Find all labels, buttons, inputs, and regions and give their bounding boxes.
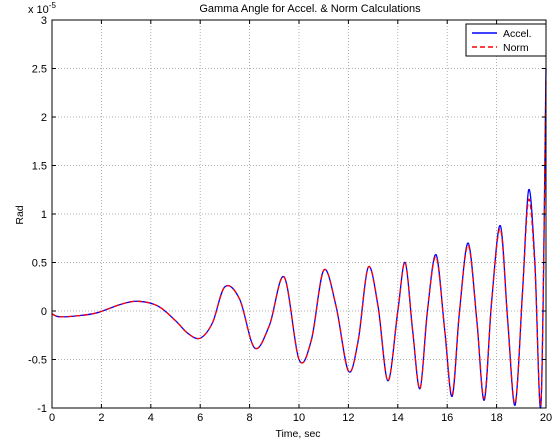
y-tick-label: 0.5 xyxy=(32,258,47,270)
y-axis-exponent: x 10-5 xyxy=(28,1,56,16)
y-axis-label: Rad xyxy=(14,205,26,224)
y-tick-label: 0 xyxy=(41,306,47,318)
y-tick-label: 2.5 xyxy=(32,64,47,76)
grid xyxy=(52,20,546,408)
y-tick-label: -1 xyxy=(37,403,47,415)
y-tick-label: 3 xyxy=(41,15,47,27)
y-tick-label: -0.5 xyxy=(28,355,47,367)
legend-label-accel: Accel. xyxy=(503,28,532,40)
x-tick-label: 6 xyxy=(197,412,203,424)
y-axis-exponent-base: x 10 xyxy=(28,4,49,16)
x-tick-label: 10 xyxy=(293,412,305,424)
series-line-norm xyxy=(51,78,547,406)
x-tick-label: 8 xyxy=(247,412,253,424)
legend-label-norm: Norm xyxy=(503,42,529,54)
x-tick-label: 12 xyxy=(342,412,354,424)
x-tick-label: 2 xyxy=(98,412,104,424)
y-tick-label: 1.5 xyxy=(32,161,47,173)
legend-box xyxy=(465,23,547,57)
x-tick-label: 16 xyxy=(441,412,453,424)
y-axis-exponent-power: -5 xyxy=(49,1,57,10)
ticks: 0 2 4 6 8 10 12 14 16 18 20 -1 -0.5 0 0.5 1 1.5 2 2.5 3 xyxy=(28,15,552,424)
x-axis-label: Time, sec xyxy=(275,428,320,440)
series-layer xyxy=(51,68,547,409)
x-tick-label: 18 xyxy=(490,412,502,424)
y-tick-label: 1 xyxy=(41,209,47,221)
x-tick-label: 4 xyxy=(148,412,154,424)
chart-title: Gamma Angle for Accel. & Norm Calculatio… xyxy=(199,3,421,15)
x-tick-label: 14 xyxy=(392,412,404,424)
x-tick-label: 0 xyxy=(49,412,55,424)
legend: Accel. Norm xyxy=(465,23,547,57)
y-tick-label: 2 xyxy=(41,112,47,124)
x-tick-label: 20 xyxy=(540,412,552,424)
